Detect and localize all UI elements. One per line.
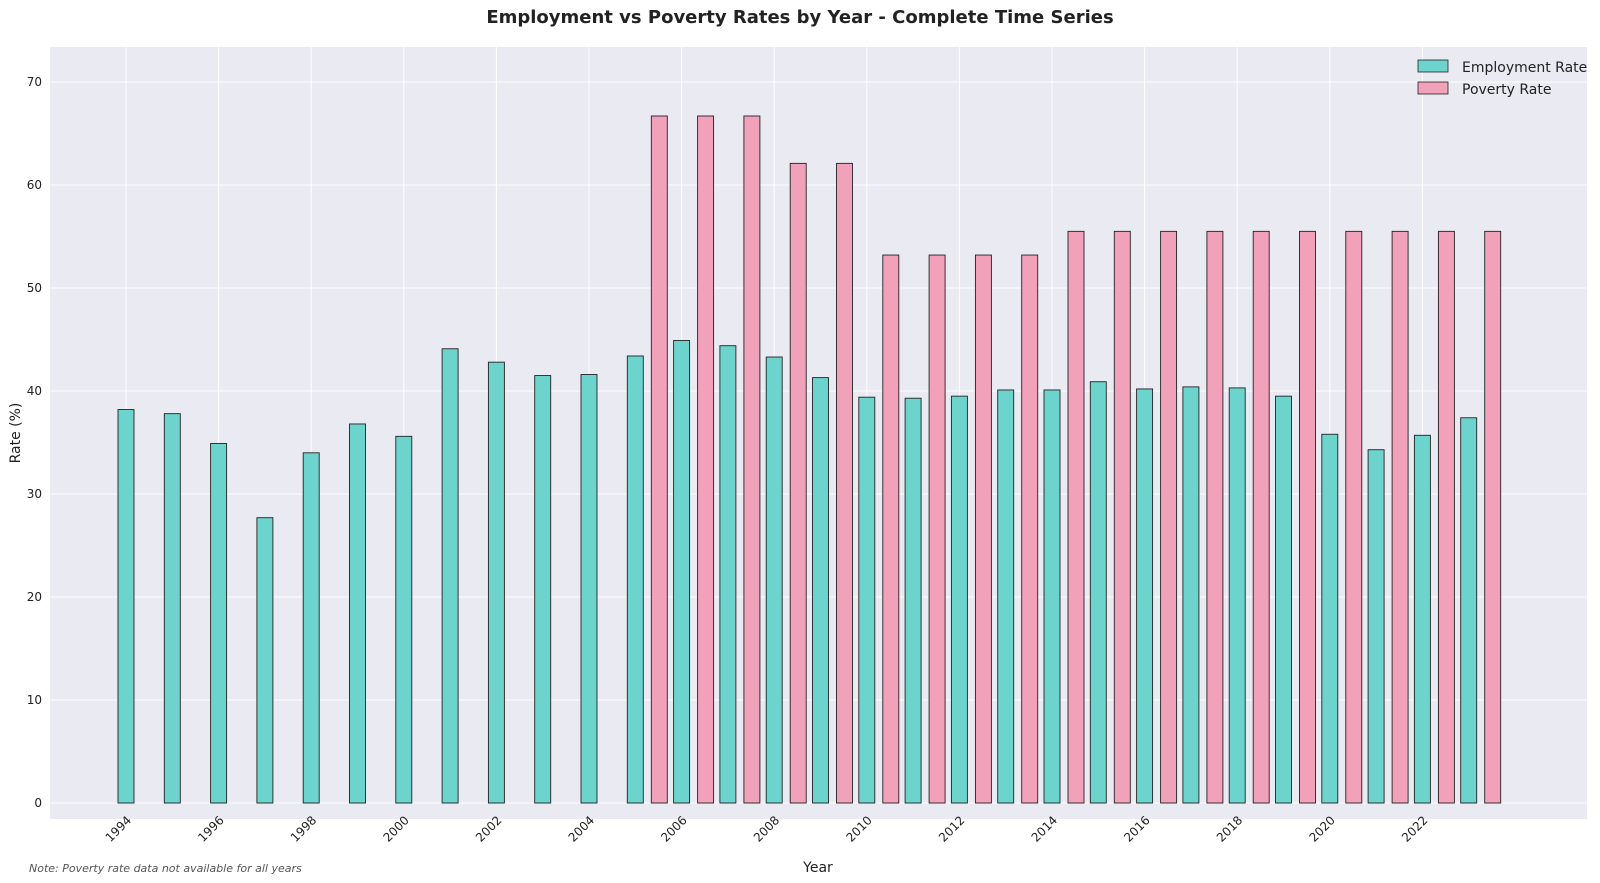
employment-bar-2010 [858, 396, 876, 804]
employment-bar-2007 [719, 345, 737, 804]
employment-bar-2003 [534, 375, 552, 804]
y-tick-label: 50 [27, 281, 42, 295]
employment-bar-2014 [1043, 389, 1061, 804]
employment-bar-2021 [1367, 449, 1385, 804]
employment-bar-2008 [765, 356, 783, 804]
poverty-bar-2013 [1021, 254, 1039, 804]
poverty-bar-2016 [1160, 230, 1178, 804]
employment-bar-1996 [210, 443, 228, 804]
poverty-bar-2006 [697, 115, 715, 804]
legend-label-poverty: Poverty Rate [1462, 82, 1552, 98]
employment-bar-2006 [673, 340, 691, 804]
employment-bar-2015 [1089, 381, 1107, 804]
employment-bar-1997 [256, 517, 274, 804]
poverty-bar-2012 [974, 254, 992, 804]
poverty-bar-2011 [928, 254, 946, 804]
legend-swatch-employment [1417, 59, 1449, 73]
legend: Employment Rate Poverty Rate [1417, 59, 1587, 98]
y-tick-label: 20 [27, 590, 42, 604]
employment-bar-2018 [1228, 387, 1246, 804]
y-axis-label: Rate (%) [8, 403, 24, 464]
footnote: Note: Poverty rate data not available fo… [29, 862, 302, 875]
employment-bar-2009 [812, 377, 829, 804]
employment-bar-2005 [626, 355, 644, 804]
y-axis-ticks: 0 10 20 30 40 50 60 70 [27, 75, 42, 810]
employment-bar-2022 [1413, 434, 1431, 804]
poverty-bar-2015 [1113, 230, 1131, 804]
poverty-bar-2008 [789, 162, 807, 804]
employment-bar-1998 [302, 452, 320, 804]
poverty-bar-2022 [1437, 230, 1455, 804]
employment-bar-2020 [1321, 433, 1339, 804]
employment-bar-2012 [950, 395, 968, 804]
poverty-bar-2010 [882, 254, 900, 804]
employment-bar-2000 [395, 435, 413, 804]
y-tick-label: 70 [27, 75, 42, 89]
employment-bar-2017 [1182, 386, 1200, 804]
y-tick-label: 30 [27, 487, 42, 501]
employment-bar-2013 [997, 389, 1015, 804]
employment-bar-2002 [487, 361, 505, 804]
x-axis-label: Year [802, 860, 833, 876]
employment-bar-2011 [904, 397, 922, 804]
bars [117, 115, 1502, 804]
employment-bar-1995 [163, 413, 181, 804]
poverty-bar-2014 [1067, 230, 1085, 804]
poverty-bar-2021 [1391, 230, 1409, 804]
employment-bar-2023 [1460, 417, 1478, 804]
employment-bar-2001 [441, 348, 459, 804]
y-tick-label: 0 [34, 796, 42, 810]
y-tick-label: 60 [27, 178, 42, 192]
employment-bar-1999 [349, 423, 366, 804]
poverty-bar-2020 [1345, 230, 1363, 804]
poverty-bar-2023 [1484, 230, 1502, 804]
poverty-bar-2018 [1252, 230, 1270, 804]
chart-title: Employment vs Poverty Rates by Year - Co… [486, 7, 1113, 28]
legend-label-employment: Employment Rate [1462, 60, 1587, 76]
poverty-bar-2019 [1299, 230, 1316, 804]
poverty-bar-2009 [836, 162, 853, 804]
employment-bar-2016 [1136, 388, 1154, 804]
poverty-bar-2017 [1206, 230, 1224, 804]
employment-bar-1994 [117, 409, 135, 804]
employment-bar-2004 [580, 374, 598, 804]
employment-bar-2019 [1275, 395, 1292, 804]
y-tick-label: 40 [27, 384, 42, 398]
poverty-bar-2007 [743, 115, 761, 804]
y-tick-label: 10 [27, 693, 42, 707]
legend-swatch-poverty [1417, 81, 1449, 95]
poverty-bar-2005 [650, 115, 668, 804]
